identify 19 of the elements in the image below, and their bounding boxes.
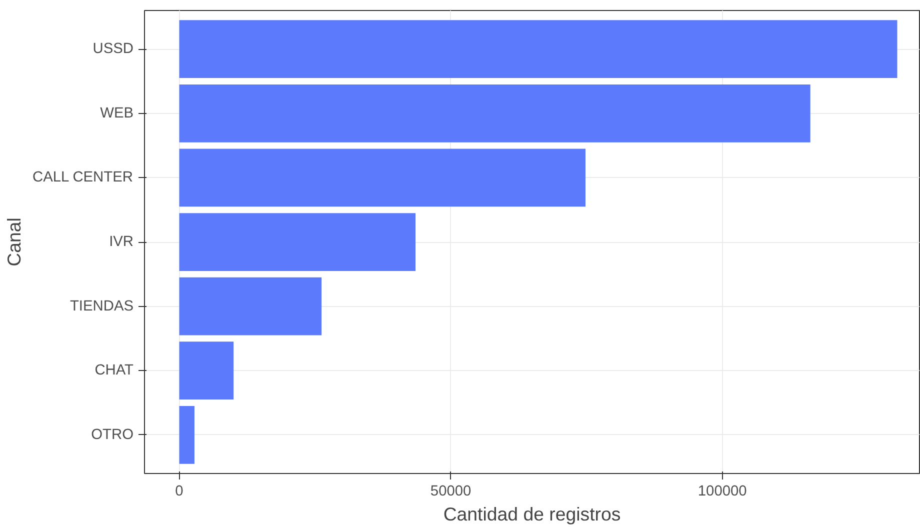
bar <box>179 277 322 336</box>
bar <box>179 213 416 271</box>
y-tick-label: USSD <box>92 41 134 58</box>
x-axis-title: Cantidad de registros <box>443 504 621 524</box>
y-axis-title: Canal <box>4 218 25 266</box>
bar <box>179 406 194 464</box>
x-tick-label: 100000 <box>698 484 747 500</box>
y-tick-label: OTRO <box>91 426 134 443</box>
y-tick-label: IVR <box>109 234 134 250</box>
bar <box>179 342 234 400</box>
bar <box>179 148 586 207</box>
bar <box>179 84 810 142</box>
y-tick-label: CALL CENTER <box>32 170 133 186</box>
x-tick-label: 0 <box>175 484 184 500</box>
y-tick-label: WEB <box>100 105 134 122</box>
y-tick-label: CHAT <box>94 362 134 379</box>
bar <box>179 20 898 78</box>
x-tick-label: 50000 <box>430 484 472 500</box>
y-tick-label: TIENDAS <box>70 298 134 314</box>
